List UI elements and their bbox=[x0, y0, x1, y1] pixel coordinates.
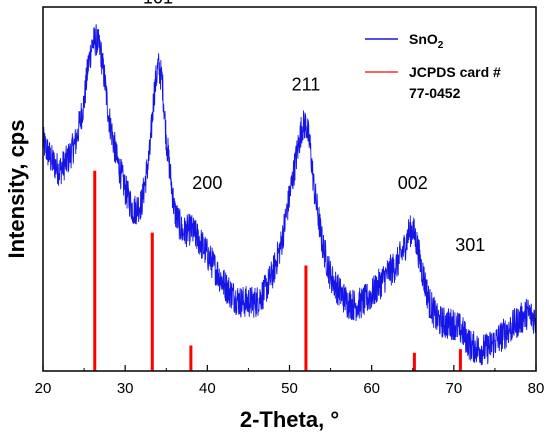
peak-labels: 110101200211002301 bbox=[143, 0, 485, 255]
peak-label: 200 bbox=[192, 173, 222, 193]
legend: SnO2 JCPDS card # 77-0452 bbox=[365, 31, 501, 101]
x-tick-label: 50 bbox=[281, 380, 298, 397]
legend-label-sno2: SnO2 bbox=[409, 31, 444, 51]
x-tick-label: 60 bbox=[363, 380, 380, 397]
legend-label-jcpds-line2: 77-0452 bbox=[409, 85, 461, 101]
legend-label-sno2-sub: 2 bbox=[438, 40, 444, 51]
peak-label: 101 bbox=[143, 0, 173, 7]
x-tick-label: 20 bbox=[35, 380, 52, 397]
peak-label: 301 bbox=[455, 235, 485, 255]
y-axis-title: Intensity, cps bbox=[4, 120, 29, 259]
x-tick-label: 80 bbox=[528, 380, 545, 397]
x-axis-ticks: 20 30 40 50 60 70 80 bbox=[35, 365, 545, 397]
x-tick-label: 40 bbox=[199, 380, 216, 397]
legend-label-jcpds-line1: JCPDS card # bbox=[409, 64, 501, 80]
legend-label-sno2-main: SnO bbox=[409, 31, 438, 47]
peak-label: 211 bbox=[292, 75, 321, 95]
x-tick-label: 70 bbox=[445, 380, 462, 397]
x-axis-title: 2-Theta, ° bbox=[240, 407, 339, 432]
x-tick-label: 30 bbox=[117, 380, 134, 397]
peak-label: 002 bbox=[398, 173, 428, 193]
reference-bars bbox=[93, 170, 462, 371]
series-line-sno2 bbox=[42, 24, 537, 366]
series-group bbox=[42, 24, 537, 366]
